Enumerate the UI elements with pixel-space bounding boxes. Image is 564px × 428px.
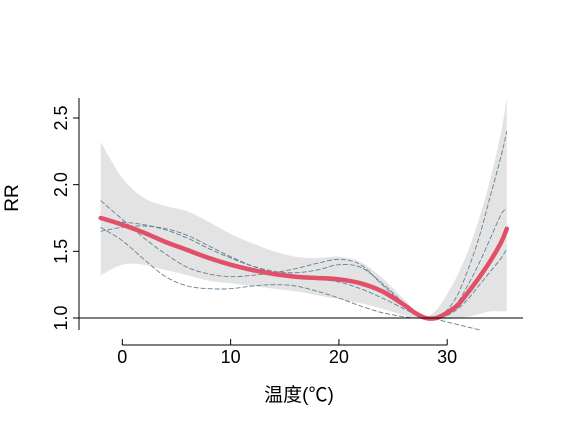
- sensitivity-line-3: [100, 225, 508, 319]
- sensitivity-line-2: [100, 208, 508, 320]
- x-tick-label: 10: [221, 347, 241, 367]
- confidence-band: [100, 98, 507, 320]
- x-axis-title: 温度(℃): [264, 384, 334, 406]
- ticks-layer: 0 10 20 30 1.0 1.5 2.0 2.5: [51, 105, 457, 367]
- x-tick-label: 30: [437, 347, 457, 367]
- axes-layer: [78, 98, 523, 330]
- y-tick-label: 1.0: [51, 305, 71, 330]
- x-tick-label: 20: [329, 347, 349, 367]
- y-tick-label: 2.5: [51, 105, 71, 130]
- sensitivity-line-1: [100, 131, 508, 319]
- main-rr-line: [98, 215, 510, 321]
- confidence-band-layer: [100, 98, 507, 320]
- series-lines-layer: [98, 131, 510, 331]
- y-tick-label: 1.5: [51, 239, 71, 264]
- x-tick-label: 0: [117, 347, 127, 367]
- y-axis-title: RR: [2, 184, 23, 211]
- sensitivity-line-4: [100, 226, 480, 331]
- y-tick-label: 2.0: [51, 172, 71, 197]
